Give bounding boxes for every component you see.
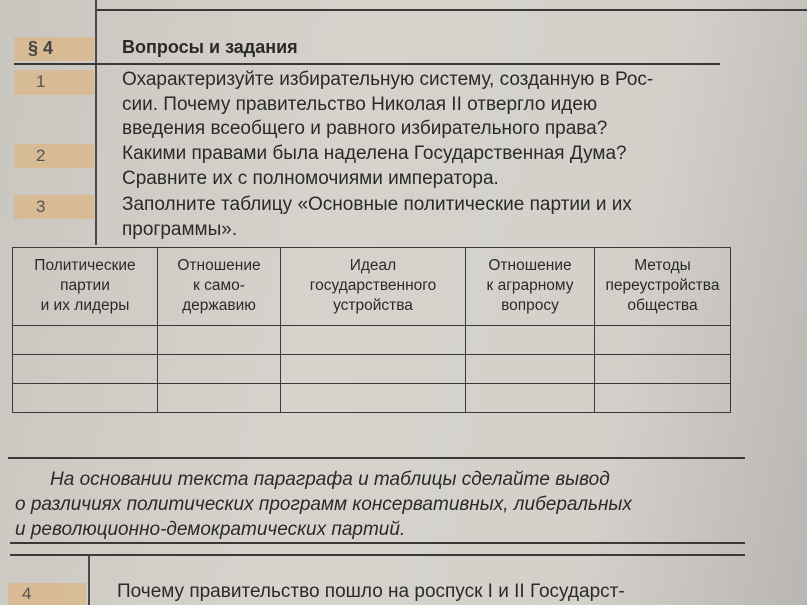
question-text: Почему правительство пошло на роспуск I … [117, 580, 737, 605]
parties-table: Политические партии и их лидеры Отношение к… [12, 247, 731, 413]
table-row [12, 354, 731, 384]
heading-rule [14, 63, 720, 65]
question-number: 3 [36, 197, 46, 216]
text-line: Почему правительство пошло на роспуск I … [117, 581, 625, 602]
question-number: 2 [36, 146, 46, 165]
table-cell [157, 325, 281, 355]
table-header: Политические партии и их лидеры [12, 247, 158, 326]
text-line: введения всеобщего и равного избирательн… [122, 118, 608, 139]
top-rule [95, 9, 807, 11]
section-label: § 4 [28, 38, 54, 58]
table-header: Отношение к само-державию [157, 247, 281, 326]
conclusion-text: На основании текста параграфа и таблицы … [15, 467, 740, 542]
text-line: Сравните их с полномочиями императора. [122, 167, 499, 189]
table-cell [12, 354, 158, 384]
table-cell [280, 354, 466, 384]
table-cell [594, 383, 731, 413]
text-line: Охарактеризуйте избирательную систему, с… [122, 69, 654, 90]
text-line: программы». [122, 218, 238, 240]
text-line: и революционно-демократических партий. [15, 519, 406, 540]
section-title: Вопросы и задания [122, 37, 298, 57]
question-text: Заполните таблицу «Основные политические… [122, 193, 714, 242]
table-cell [594, 354, 731, 384]
conclusion-top-rule [8, 457, 745, 459]
table-cell [280, 325, 466, 355]
question-number: 1 [36, 72, 46, 91]
question-text: Какими правами была наделена Государстве… [122, 142, 714, 191]
table-header: Отношение к аграрному вопросу [465, 247, 595, 326]
conclusion-bottom-rule [10, 542, 745, 544]
question-text: Охарактеризуйте избирательную систему, с… [122, 68, 714, 142]
table-row [12, 383, 731, 413]
table-header-row: Политические партии и их лидеры Отношение к… [12, 247, 731, 326]
question-number-band [14, 70, 94, 95]
text-line: о различиях политических программ консер… [15, 494, 632, 515]
table-cell [157, 383, 281, 413]
text-line: Какими правами была наделена Государстве… [122, 143, 627, 164]
section-rule [10, 554, 745, 556]
margin-rule [88, 555, 90, 605]
table-cell [12, 383, 158, 413]
question-number: 4 [22, 584, 32, 603]
text-line: сии. Почему правительство Николая II отв… [122, 93, 598, 115]
table-cell [465, 383, 595, 413]
table-cell [157, 354, 281, 384]
section-band [14, 37, 94, 61]
table-row [12, 325, 731, 355]
text-line: Заполните таблицу «Основные политические… [122, 194, 632, 215]
text-line: На основании текста параграфа и таблицы … [50, 469, 610, 490]
question-number-band [14, 195, 94, 219]
table-cell [465, 325, 595, 355]
table-cell [12, 325, 158, 355]
table-header: Идеал государственного устройства [280, 247, 466, 326]
table-header: Методы переустройства общества [594, 247, 731, 326]
question-number-band [14, 144, 94, 168]
table-cell [594, 325, 731, 355]
table-cell [465, 354, 595, 384]
question-number-band [8, 583, 86, 605]
table-cell [280, 383, 466, 413]
margin-rule [95, 0, 97, 245]
